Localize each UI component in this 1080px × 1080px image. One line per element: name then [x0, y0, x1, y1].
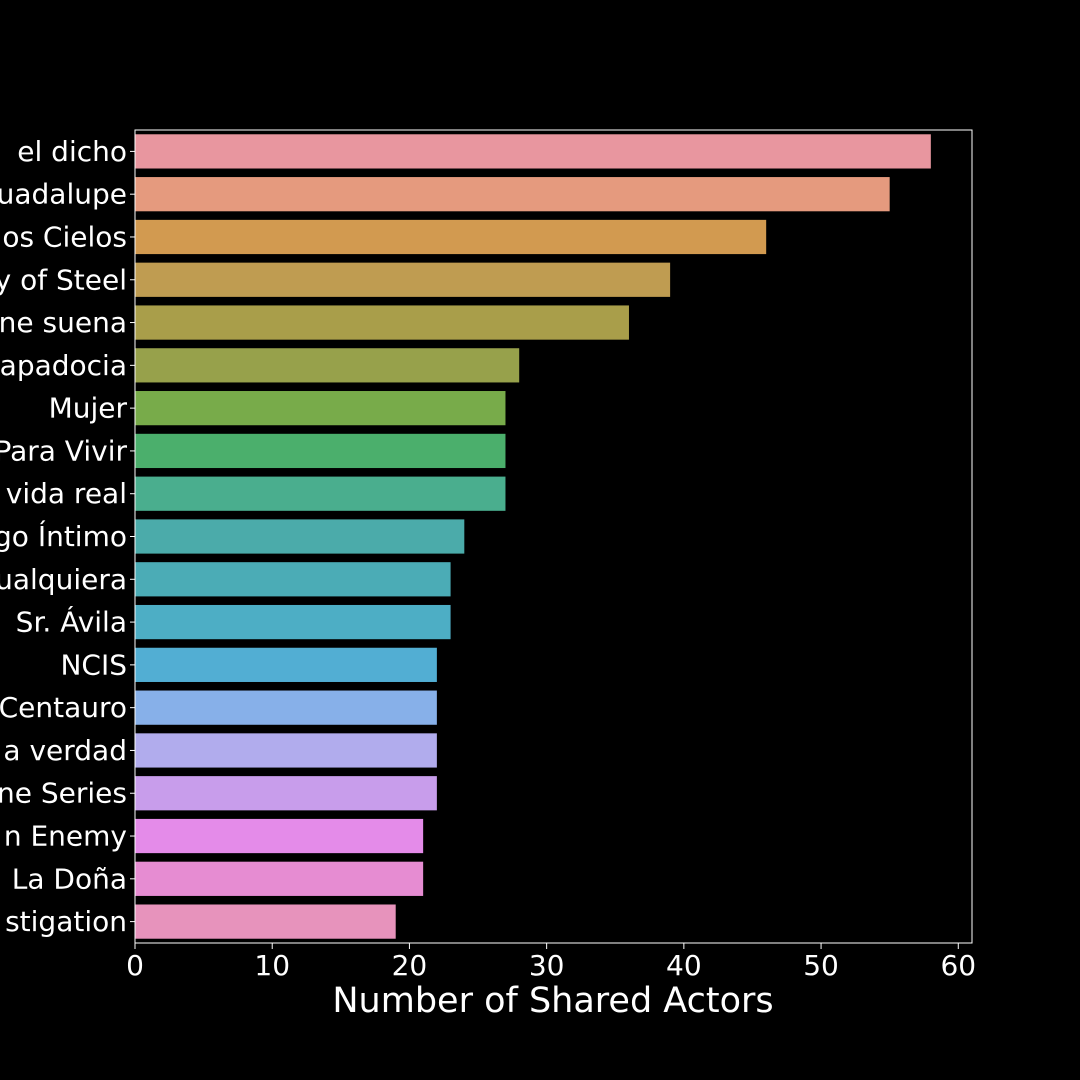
bar	[135, 861, 424, 896]
bar	[135, 262, 671, 297]
bar	[135, 433, 506, 469]
y-tick-label: ualquiera	[0, 563, 127, 596]
bar	[135, 904, 396, 939]
bar	[135, 348, 520, 383]
bar	[135, 134, 931, 169]
x-axis-ticks: 0 10 20 30 40 50 60	[126, 943, 976, 982]
bar	[135, 604, 451, 640]
bar	[135, 647, 437, 682]
y-tick-label: stigation	[5, 905, 127, 938]
y-tick-label: Sr. Ávila	[16, 605, 127, 639]
y-tick-label: el dicho	[17, 135, 127, 168]
x-tick-label: 10	[254, 949, 290, 982]
bar	[135, 733, 437, 768]
y-tick-label: Centauro	[0, 691, 127, 724]
y-tick-label: La Doña	[12, 862, 127, 895]
y-tick-label: ne suena	[0, 306, 127, 339]
y-tick-label: go Íntimo	[0, 519, 127, 553]
y-tick-label: Para Vivir	[0, 434, 127, 467]
bar	[135, 305, 629, 340]
bar	[135, 562, 451, 597]
bar	[135, 476, 506, 511]
y-tick-label: Mujer	[49, 392, 128, 425]
y-tick-label: y of Steel	[0, 263, 127, 296]
y-tick-label: uadalupe	[0, 178, 127, 211]
bar	[135, 219, 767, 255]
x-axis-label: Number of Shared Actors	[332, 981, 773, 1021]
x-tick-label: 20	[392, 949, 428, 982]
bar	[135, 690, 437, 725]
x-tick-label: 40	[666, 949, 702, 982]
bar	[135, 391, 506, 426]
y-axis-tick-labels: el dicho uadalupe os Cielos y of Steel ne su…	[0, 135, 135, 938]
y-tick-label: NCIS	[60, 648, 127, 681]
y-tick-label: os Cielos	[2, 220, 127, 253]
bar	[135, 177, 890, 212]
bar	[135, 776, 437, 811]
y-tick-label: ne Series	[0, 777, 127, 810]
y-tick-label: vida real	[6, 477, 127, 510]
bar	[135, 519, 465, 554]
bar	[135, 818, 424, 854]
x-tick-label: 30	[529, 949, 565, 982]
y-tick-label: a verdad	[3, 734, 127, 767]
x-tick-label: 60	[940, 949, 976, 982]
x-tick-label: 50	[803, 949, 839, 982]
x-tick-label: 0	[126, 949, 144, 982]
y-tick-label: apadocia	[0, 349, 127, 382]
bars-group	[135, 134, 931, 939]
y-tick-label: n Enemy	[4, 820, 127, 853]
